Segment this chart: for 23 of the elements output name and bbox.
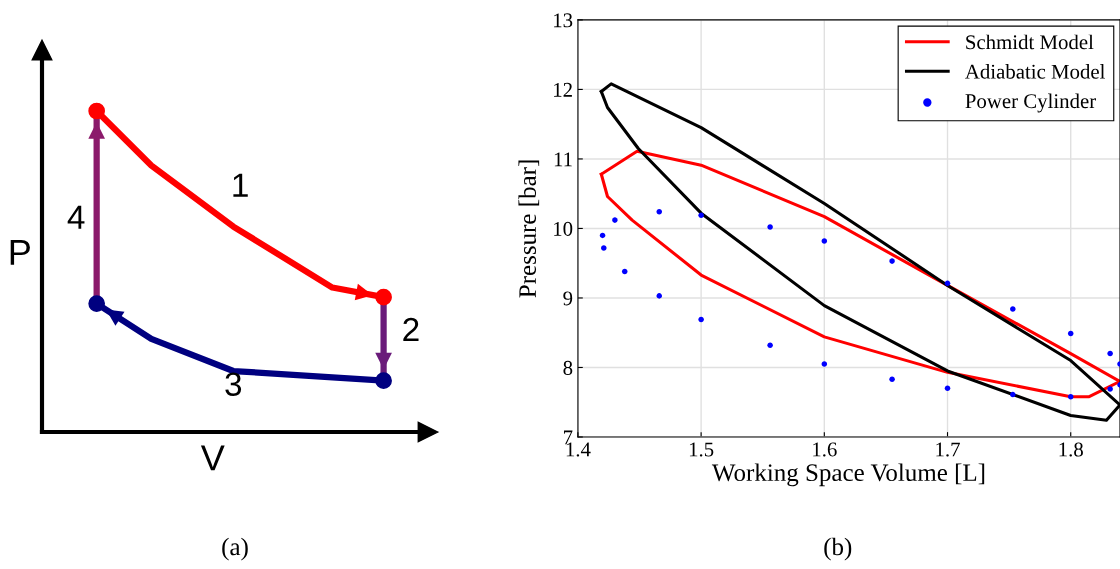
text: 4: [67, 205, 85, 229]
legend-label: Schmidt Model: [966, 34, 1094, 50]
y-tick-label: 12: [554, 82, 572, 97]
text: 3: [225, 372, 242, 397]
y-tick-label: 10: [554, 221, 573, 236]
text: (b): [824, 537, 852, 561]
legend-label: Power Cylinder: [965, 93, 1096, 113]
text: P: [10, 239, 30, 265]
x-tick-label: 1.8: [1059, 442, 1083, 457]
text: V: [200, 445, 225, 471]
text: (a): [222, 537, 248, 561]
y-axis-title: Pressure [bar]: [518, 160, 540, 298]
x-axis-title: Working Space Volume [L]: [711, 463, 985, 487]
y-tick-label: 8: [563, 360, 573, 375]
y-tick-label: 11: [554, 152, 572, 167]
x-tick-label: 1.6: [813, 442, 837, 457]
y-tick-label: 13: [554, 13, 573, 28]
x-tick-label: 1.7: [936, 442, 960, 457]
legend-label: Adiabatic Model: [965, 64, 1105, 79]
text: 1: [233, 173, 248, 197]
text: 2: [403, 317, 419, 342]
x-tick-label: 1.5: [689, 442, 714, 457]
y-tick-label: 9: [563, 291, 573, 306]
